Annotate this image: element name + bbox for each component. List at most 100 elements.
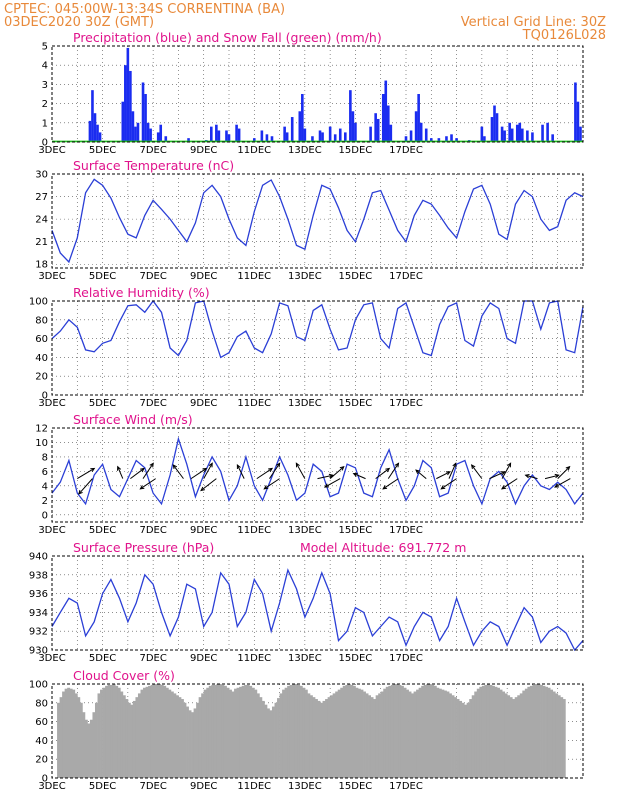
cloud-cover-bar bbox=[502, 691, 506, 778]
x-tick-label: 5DEC bbox=[89, 271, 116, 282]
cloud-cover-bar bbox=[165, 687, 169, 778]
precip-bar bbox=[126, 47, 130, 142]
cloud-cover-bar bbox=[335, 691, 339, 778]
cloud-cover-bar bbox=[464, 704, 468, 778]
y-tick-label: 934 bbox=[29, 608, 48, 619]
cloud-cover-panel: 0 20 40 60 80 100 3DEC 5DEC 7DEC 9DEC 11DEC 13DEC 15… bbox=[29, 668, 584, 792]
cloud-cover-bar bbox=[368, 695, 371, 778]
cloud-cover-bar bbox=[107, 684, 111, 778]
cloud-cover-bar bbox=[251, 687, 255, 778]
precip-bar bbox=[445, 136, 448, 142]
cloud-cover-bar bbox=[188, 710, 192, 778]
cloud-cover-bar bbox=[223, 685, 227, 778]
cloud-cover-bar bbox=[537, 684, 541, 778]
cloud-cover-bar bbox=[168, 689, 172, 778]
cloud-cover-bar bbox=[309, 695, 313, 778]
cloud-cover-bar bbox=[322, 700, 326, 778]
y-tick-label: 4 bbox=[42, 61, 48, 72]
wind-arrow-head bbox=[445, 471, 451, 476]
wind-arrow-head bbox=[554, 483, 560, 488]
wind-arrow bbox=[436, 471, 451, 480]
cloud-cover-bar bbox=[524, 688, 528, 778]
precip-bar bbox=[500, 126, 504, 142]
wind-arrow-head bbox=[352, 472, 358, 477]
precip-bar bbox=[121, 101, 125, 142]
wind-arrow bbox=[295, 463, 306, 479]
wind-arrow bbox=[544, 474, 559, 480]
cloud-cover-bar bbox=[155, 684, 159, 778]
x-tick-label: 15DEC bbox=[339, 653, 373, 664]
cloud-cover-bar bbox=[514, 697, 518, 778]
cloud-cover-bar bbox=[274, 702, 278, 778]
precip-bar bbox=[455, 138, 458, 142]
precipitation-title: Precipitation (blue) and Snow Fall (gree… bbox=[73, 30, 382, 45]
cloud-cover-bar bbox=[320, 702, 323, 778]
x-tick-label: 17DEC bbox=[389, 653, 423, 664]
wind-title: Surface Wind (m/s) bbox=[73, 412, 193, 427]
temperature-curve bbox=[51, 178, 584, 264]
x-tick-label: 11DEC bbox=[237, 653, 271, 664]
precip-bar bbox=[225, 130, 228, 142]
y-tick-label: 940 bbox=[29, 552, 48, 563]
cloud-cover-bar bbox=[191, 712, 194, 778]
precip-bar bbox=[144, 94, 147, 142]
wind-arrow-head bbox=[323, 483, 329, 488]
cloud-cover-bar bbox=[259, 697, 263, 778]
precip-bar bbox=[141, 82, 145, 142]
wind-arrow bbox=[130, 468, 145, 480]
wind-arrow-head bbox=[149, 462, 154, 468]
precip-bar bbox=[437, 138, 441, 142]
cloud-cover-bar bbox=[431, 684, 435, 778]
y-tick-label: 2 bbox=[42, 99, 48, 110]
y-tick-label: 80 bbox=[35, 315, 48, 326]
cloud-cover-bar bbox=[499, 689, 503, 778]
cloud-cover-bar bbox=[469, 699, 473, 778]
header-code: TQ0126L028 bbox=[522, 28, 606, 43]
precip-bar bbox=[351, 111, 355, 142]
wind-arrow bbox=[375, 468, 390, 480]
precip-bar bbox=[215, 124, 218, 142]
precip-bar bbox=[131, 111, 135, 142]
cloud-cover-bar bbox=[256, 693, 260, 778]
wind-arrow-head bbox=[200, 486, 206, 492]
cloud-cover-bar bbox=[428, 684, 432, 778]
cloud-cover-bar bbox=[64, 688, 68, 778]
wind-arrow-head bbox=[263, 485, 269, 490]
cloud-cover-bar bbox=[517, 695, 521, 778]
cloud-cover-bar bbox=[317, 700, 321, 778]
precip-bar bbox=[349, 90, 352, 142]
x-tick-label: 3DEC bbox=[38, 781, 65, 792]
wind-arrow bbox=[448, 463, 457, 479]
cloud-cover-bar bbox=[507, 695, 511, 778]
x-tick-label: 7DEC bbox=[139, 398, 166, 409]
wind-arrow bbox=[142, 463, 154, 479]
precip-bar bbox=[409, 130, 413, 142]
precip-bar bbox=[149, 128, 152, 142]
x-tick-label: 13DEC bbox=[288, 781, 322, 792]
x-tick-label: 11DEC bbox=[237, 398, 271, 409]
cloud-cover-bar bbox=[557, 695, 561, 778]
precip-bar bbox=[235, 124, 238, 142]
cloud-cover-bar bbox=[476, 688, 480, 778]
cloud-cover-bar bbox=[266, 708, 270, 778]
wind-arrow-head bbox=[268, 467, 274, 473]
x-tick-label: 7DEC bbox=[139, 525, 166, 536]
cloud-cover-bar bbox=[373, 699, 377, 778]
precip-bar bbox=[285, 132, 289, 142]
cloud-cover-bar bbox=[193, 708, 197, 778]
pressure-panel: 930 932 934 936 938 940 3DEC 5DEC 7DEC 9DEC 11DEC 1… bbox=[29, 540, 584, 664]
cloud-cover-bar bbox=[325, 699, 329, 778]
precip-bar bbox=[381, 94, 385, 142]
precipitation-frame bbox=[51, 45, 584, 143]
precip-bar bbox=[93, 113, 97, 142]
cloud-cover-bar bbox=[120, 691, 124, 778]
wind-arrow bbox=[501, 478, 518, 490]
wind-arrow bbox=[489, 471, 505, 480]
precip-bar bbox=[510, 128, 514, 142]
precip-bar bbox=[328, 126, 332, 142]
wind-arrow-head bbox=[524, 474, 530, 479]
cloud-cover-bar bbox=[244, 684, 248, 778]
cloud-cover-bar bbox=[383, 688, 387, 778]
wind-arrow-head bbox=[295, 462, 300, 468]
